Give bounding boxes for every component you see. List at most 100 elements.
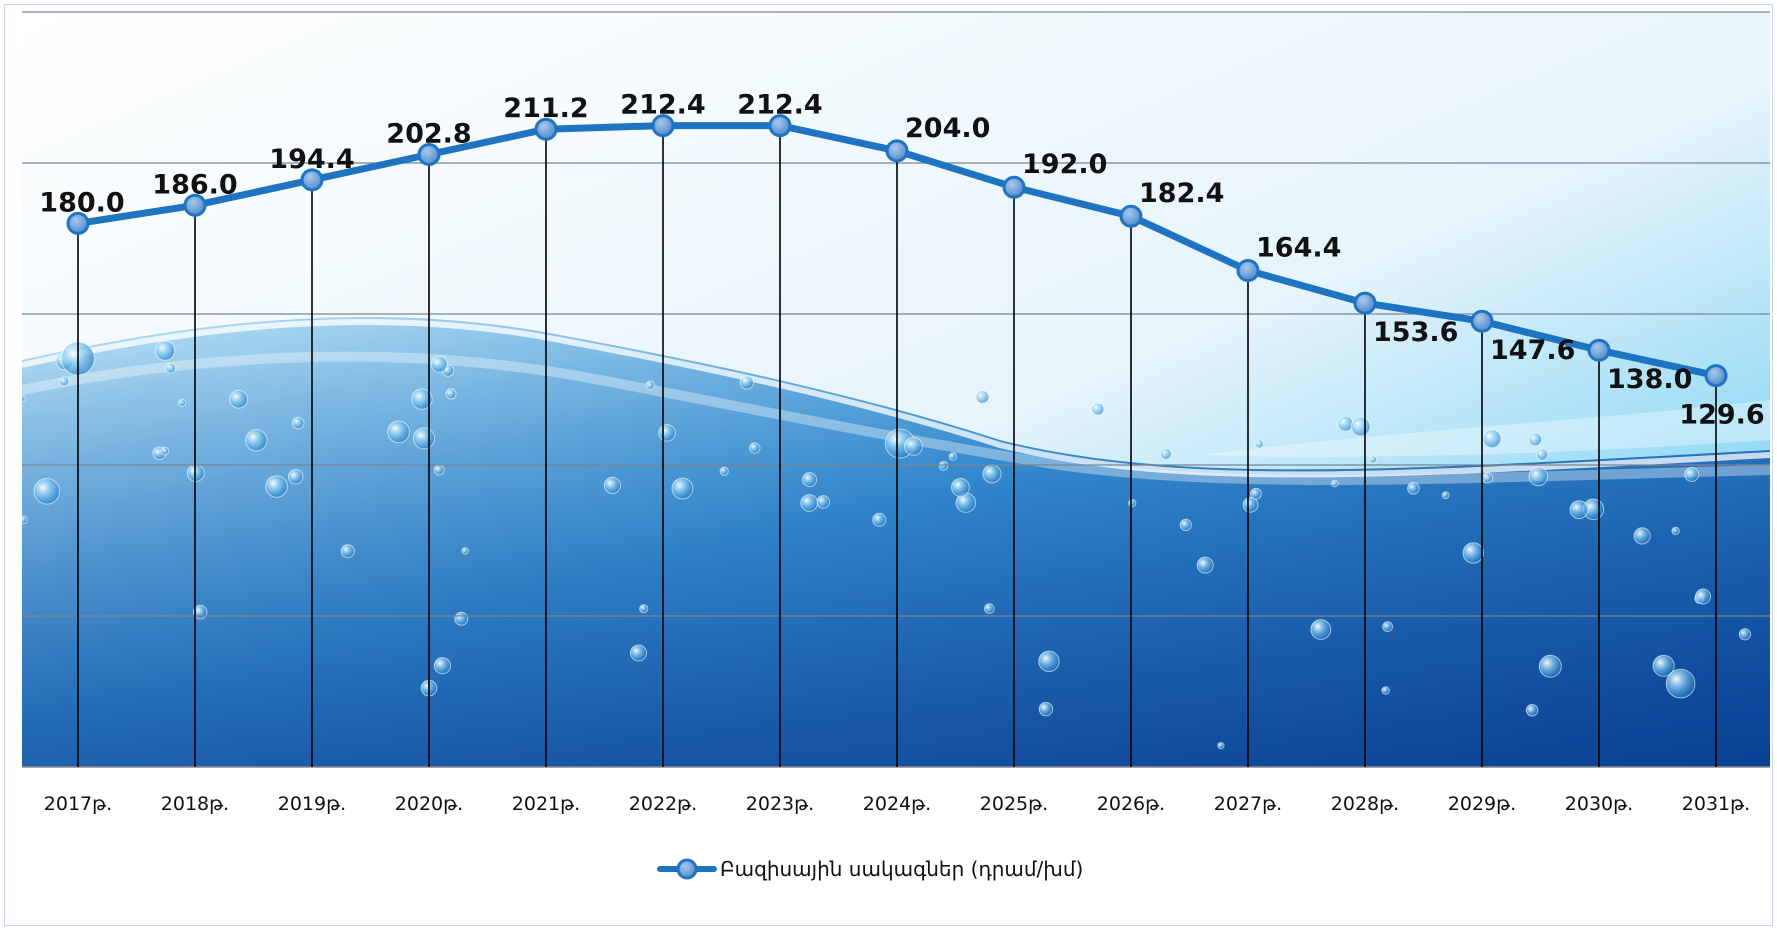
bubble (1310, 619, 1332, 640)
data-label: 204.0 (905, 113, 990, 144)
drop-lines (77, 125, 1717, 767)
x-tick-label: 2030թ. (1565, 793, 1633, 815)
bubble (739, 375, 754, 390)
data-label: 186.0 (152, 169, 237, 200)
bubble (938, 461, 949, 471)
bubble (984, 603, 995, 614)
bubble (1381, 686, 1390, 695)
bubble (800, 494, 819, 512)
bubble (1382, 621, 1393, 632)
bubble (1217, 742, 1225, 750)
bubble (1350, 416, 1371, 437)
x-tick-label: 2028թ. (1331, 793, 1399, 815)
bubble (1038, 701, 1054, 717)
x-tick-label: 2018թ. (161, 793, 229, 815)
bubble (22, 515, 28, 525)
bubble (430, 355, 448, 373)
x-tick-label: 2022թ. (629, 793, 697, 815)
bubble (671, 477, 694, 500)
data-point (1002, 175, 1026, 199)
bubble (1254, 439, 1264, 449)
bubble (1482, 472, 1494, 484)
bubble (645, 380, 656, 391)
bubble (433, 464, 445, 476)
bubble (904, 437, 923, 456)
bubble (1525, 704, 1539, 717)
x-tick-label: 2020թ. (395, 793, 463, 815)
bubble (22, 395, 26, 402)
bubble (1160, 448, 1172, 460)
bubble (639, 604, 649, 614)
bubble (154, 340, 176, 361)
bubble (1462, 542, 1484, 564)
data-point (534, 117, 558, 141)
x-axis-tick-labels: 2017թ. 2018թ. 2019թ. 2020թ. 2021թ. 2022թ. 2023… (44, 793, 1750, 815)
bubble (975, 390, 990, 404)
bubble (1250, 487, 1262, 500)
bubble (291, 416, 305, 430)
bubble (33, 478, 61, 505)
bubble (461, 547, 469, 555)
data-point (66, 211, 90, 235)
data-label: 182.4 (1139, 178, 1224, 209)
data-label: 202.8 (386, 119, 471, 150)
data-point (417, 143, 441, 166)
data-point (1353, 291, 1377, 315)
x-tick-label: 2019թ. (278, 793, 346, 815)
bubble (1528, 432, 1543, 447)
bubble (951, 478, 970, 497)
bubble (1038, 650, 1060, 672)
bubble (186, 464, 205, 482)
bubble (58, 376, 70, 387)
bubble (177, 398, 187, 407)
data-point (1470, 309, 1494, 333)
bubble (160, 446, 170, 456)
bubble (1671, 526, 1680, 536)
bubble (454, 611, 469, 626)
bubble (1091, 402, 1105, 416)
data-label: 180.0 (39, 187, 124, 218)
data-point (300, 168, 324, 192)
bubble (1368, 455, 1378, 464)
bubble (1128, 499, 1137, 508)
legend-marker-swatch (676, 858, 698, 880)
data-label: 129.6 (1679, 400, 1764, 431)
bubble (1738, 628, 1752, 641)
bubble (1538, 654, 1562, 678)
x-tick-label: 2017թ. (44, 793, 112, 815)
data-label: 138.0 (1607, 364, 1692, 395)
bubble (1665, 668, 1696, 699)
data-point (651, 114, 675, 138)
data-label: 194.4 (269, 144, 354, 175)
bubble (1482, 429, 1502, 449)
x-tick-label: 2026թ. (1097, 793, 1165, 815)
data-label: 211.2 (503, 93, 588, 124)
bubble (1441, 491, 1450, 500)
bubble (1695, 588, 1711, 605)
data-point (183, 193, 207, 217)
data-point (1119, 204, 1143, 228)
bubble (387, 420, 410, 444)
x-tick-label: 2025թ. (980, 793, 1048, 815)
data-point (1587, 338, 1611, 362)
data-point (1236, 259, 1260, 282)
bubble (165, 362, 177, 374)
bubble (265, 475, 288, 498)
data-label: 147.6 (1490, 335, 1575, 366)
bubble (1242, 496, 1259, 513)
data-point (768, 114, 792, 138)
data-label: 192.0 (1022, 149, 1107, 180)
bubble (948, 452, 958, 461)
data-label: 153.6 (1373, 317, 1458, 348)
data-labels: 180.0 186.0 194.4 202.8 211.2 212.4 212.4 204.0… (39, 90, 1764, 431)
legend: Բազիսային սակագներ (դրամ/խմ) (657, 857, 1083, 881)
water-background (22, 12, 1770, 767)
bubble (1196, 556, 1214, 574)
bubble (749, 442, 761, 454)
bubble (245, 429, 268, 452)
x-tick-label: 2023թ. (746, 793, 814, 815)
bubble (411, 388, 433, 410)
bubble (603, 476, 622, 494)
bubble (816, 495, 831, 509)
bubble (1331, 479, 1339, 488)
